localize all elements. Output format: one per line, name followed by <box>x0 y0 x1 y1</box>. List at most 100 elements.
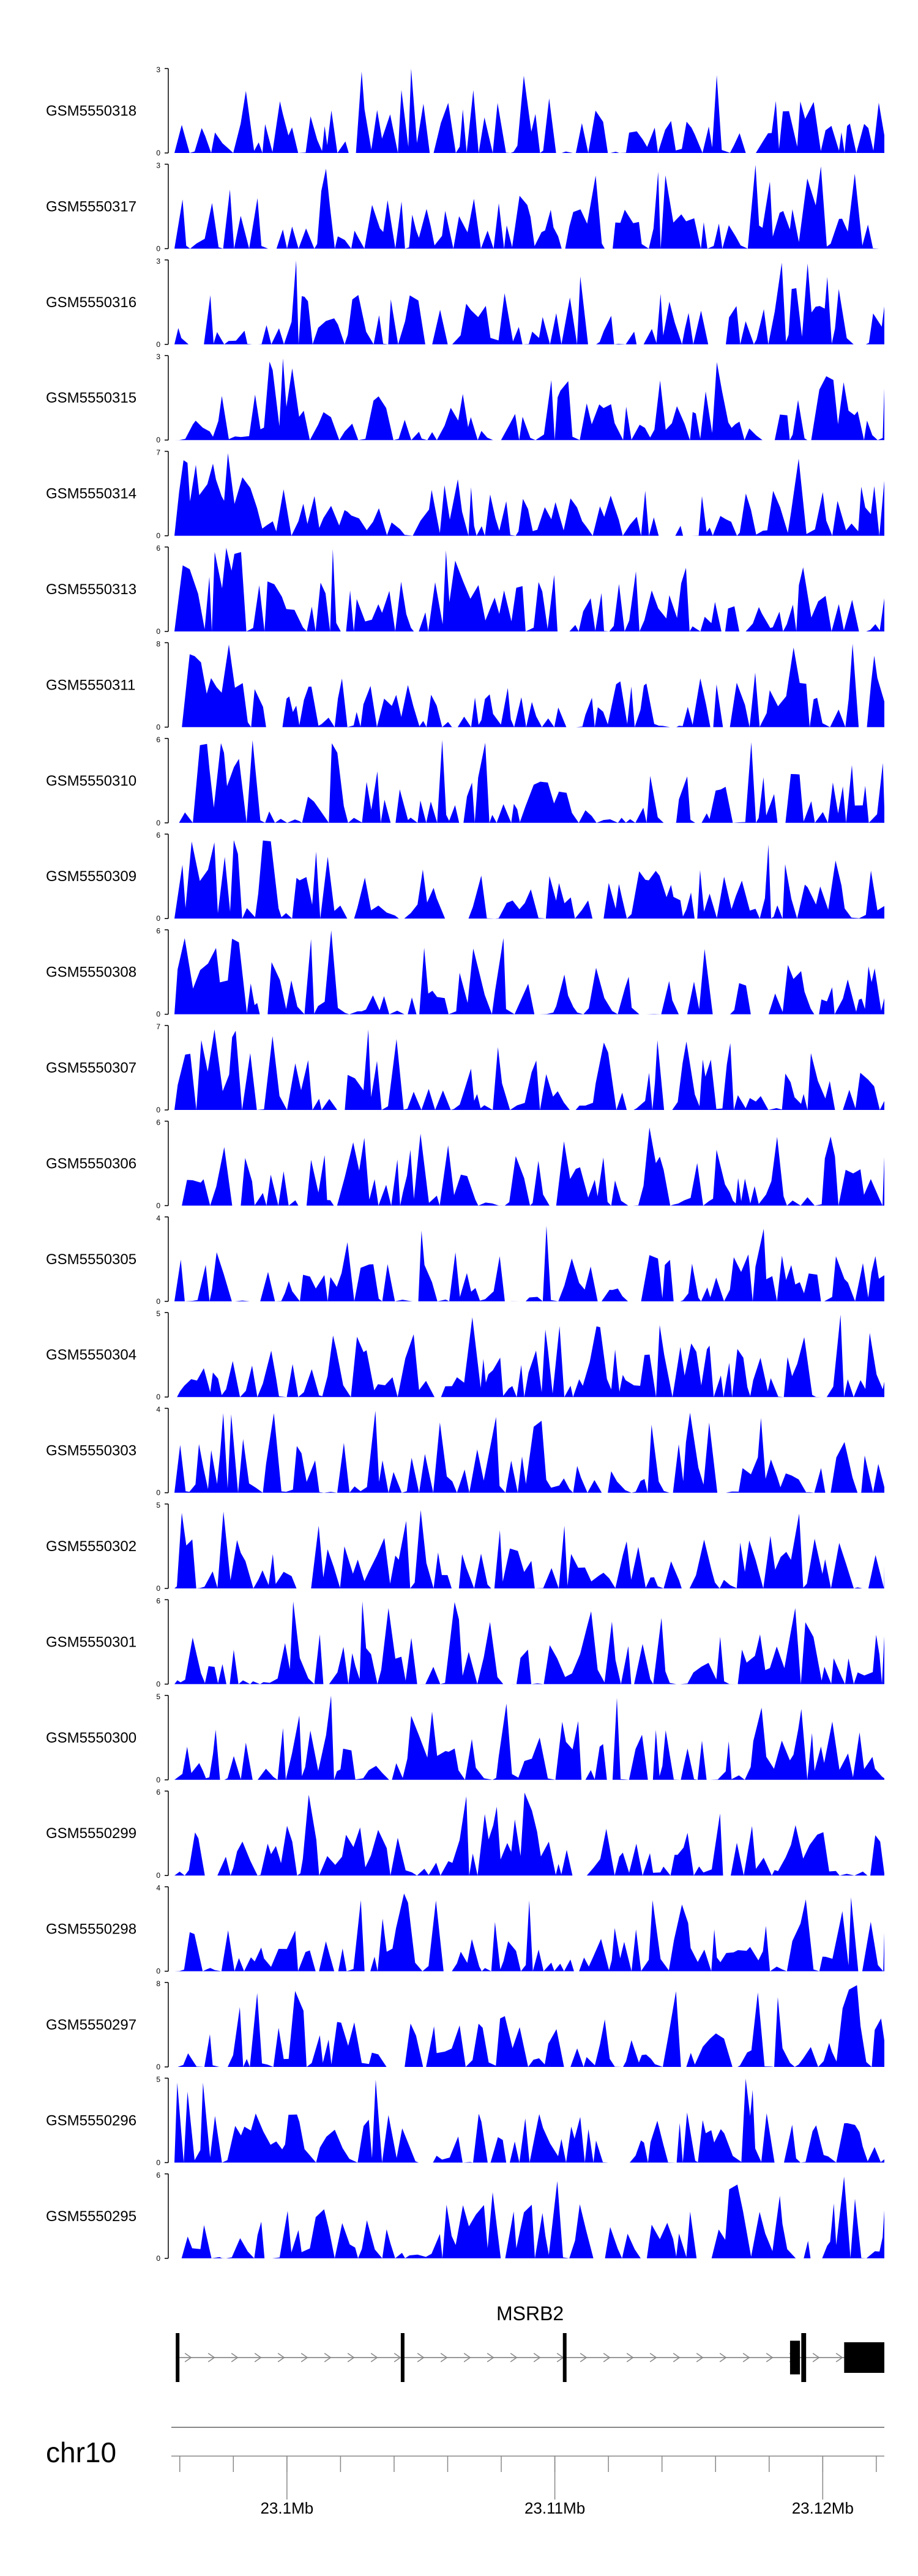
track-ymax-label: 3 <box>156 161 160 169</box>
gene-exon <box>789 2340 800 2375</box>
track-ymin-label: 0 <box>156 1106 160 1114</box>
track-label: GSM5550308 <box>46 964 136 981</box>
genome-axis: chr10 23.1Mb 23.11Mb 23.12Mb <box>46 2427 884 2517</box>
coverage-area <box>174 1314 884 1398</box>
track-ymax-label: 5 <box>156 2075 160 2083</box>
coverage-area <box>174 165 884 249</box>
strand-arrow-icon <box>347 2353 355 2362</box>
strand-arrow-icon <box>324 2353 332 2362</box>
gene-exon <box>801 2333 807 2382</box>
strand-arrow-icon <box>184 2353 192 2362</box>
track-ymax-label: 5 <box>156 1692 160 1701</box>
coverage-area <box>174 1509 884 1588</box>
track-ymax-label: 6 <box>156 1596 160 1605</box>
gene-exon <box>562 2333 567 2382</box>
track-ymin-label: 0 <box>156 340 160 349</box>
gene-exon <box>176 2333 180 2382</box>
track-ymin-label: 0 <box>156 1489 160 1497</box>
coverage-track: GSM5550317 3 0 <box>46 161 884 253</box>
coverage-track: GSM5550314 7 0 <box>46 449 884 540</box>
coverage-track: GSM5550313 6 0 <box>46 544 884 636</box>
coverage-tracks: GSM555031830GSM555031730GSM555031630GSM5… <box>46 65 884 2263</box>
track-ymin-label: 0 <box>156 532 160 540</box>
strand-arrow-icon <box>742 2353 750 2362</box>
track-ymin-label: 0 <box>156 2063 160 2071</box>
gene-name-label: MSRB2 <box>496 2302 564 2325</box>
strand-arrow-icon <box>696 2353 704 2362</box>
track-ymin-label: 0 <box>156 819 160 827</box>
track-ymin-label: 0 <box>156 149 160 157</box>
coverage-track: GSM5550298 4 0 <box>46 1884 884 1976</box>
track-label: GSM5550303 <box>46 1443 136 1459</box>
track-ymax-label: 3 <box>156 352 160 361</box>
axis-tick-label: 23.11Mb <box>524 2499 585 2517</box>
coverage-track: GSM5550303 4 0 <box>46 1405 884 1497</box>
coverage-area <box>174 69 884 153</box>
coverage-area <box>174 548 884 631</box>
track-label: GSM5550302 <box>46 1538 136 1555</box>
track-label: GSM5550317 <box>46 198 136 215</box>
strand-arrow-icon <box>277 2353 285 2362</box>
coverage-area <box>174 1893 884 1971</box>
coverage-area <box>174 644 884 728</box>
track-label: GSM5550313 <box>46 581 136 598</box>
track-ymin-label: 0 <box>156 1967 160 1976</box>
coverage-area <box>174 930 884 1014</box>
track-label: GSM5550315 <box>46 390 136 406</box>
coverage-track: GSM5550304 5 0 <box>46 1309 884 1401</box>
track-ymin-label: 0 <box>156 1393 160 1401</box>
coverage-area <box>174 1127 884 1206</box>
track-ymin-label: 0 <box>156 2254 160 2263</box>
track-ymax-label: 3 <box>156 65 160 74</box>
track-ymax-label: 6 <box>156 2171 160 2180</box>
strand-arrow-icon <box>673 2353 681 2362</box>
track-ymin-label: 0 <box>156 1680 160 1688</box>
coverage-track: GSM5550302 5 0 <box>46 1501 884 1593</box>
coverage-track: GSM5550308 6 0 <box>46 927 884 1019</box>
track-ymax-label: 5 <box>156 1501 160 1509</box>
coverage-track: GSM5550306 6 0 <box>46 1118 884 1210</box>
strand-arrow-icon <box>487 2353 494 2362</box>
track-label: GSM5550298 <box>46 1921 136 1938</box>
chromosome-label: chr10 <box>46 2436 116 2468</box>
coverage-track: GSM5550318 3 0 <box>46 65 884 157</box>
coverage-track: GSM5550309 6 0 <box>46 831 884 923</box>
track-label: GSM5550304 <box>46 1347 136 1363</box>
coverage-track: GSM5550301 6 0 <box>46 1596 884 1688</box>
track-ymin-label: 0 <box>156 244 160 253</box>
track-label: GSM5550309 <box>46 868 136 885</box>
coverage-area <box>174 1696 884 1780</box>
strand-arrow-icon <box>463 2353 471 2362</box>
track-label: GSM5550300 <box>46 1730 136 1746</box>
track-ymax-label: 6 <box>156 1118 160 1126</box>
track-ymax-label: 8 <box>156 1979 160 1988</box>
strand-arrow-icon <box>254 2353 262 2362</box>
gene-exon <box>400 2333 405 2382</box>
track-ymax-label: 6 <box>156 1788 160 1796</box>
strand-arrow-icon <box>417 2353 425 2362</box>
track-label: GSM5550299 <box>46 1825 136 1842</box>
track-ymin-label: 0 <box>156 1776 160 1784</box>
strand-arrow-icon <box>394 2353 401 2362</box>
strand-arrow-icon <box>626 2353 634 2362</box>
coverage-track: GSM5550295 6 0 <box>46 2171 884 2263</box>
track-ymax-label: 4 <box>156 1214 160 1223</box>
track-label: GSM5550306 <box>46 1155 136 1172</box>
coverage-track: GSM5550316 3 0 <box>46 257 884 349</box>
track-label: GSM5550297 <box>46 2017 136 2033</box>
track-ymax-label: 5 <box>156 1309 160 1318</box>
track-ymax-label: 6 <box>156 927 160 936</box>
coverage-track: GSM5550315 3 0 <box>46 352 884 444</box>
gene-exon <box>844 2342 884 2373</box>
track-ymax-label: 3 <box>156 257 160 266</box>
track-label: GSM5550301 <box>46 1634 136 1650</box>
coverage-area <box>174 840 884 919</box>
track-label: GSM5550307 <box>46 1060 136 1076</box>
axis-tick-label: 23.12Mb <box>792 2499 854 2517</box>
track-ymax-label: 7 <box>156 449 160 457</box>
coverage-area <box>174 358 884 441</box>
strand-arrow-icon <box>370 2353 378 2362</box>
coverage-area <box>174 740 884 823</box>
coverage-area <box>174 2079 884 2163</box>
coverage-track: GSM5550310 6 0 <box>46 735 884 827</box>
